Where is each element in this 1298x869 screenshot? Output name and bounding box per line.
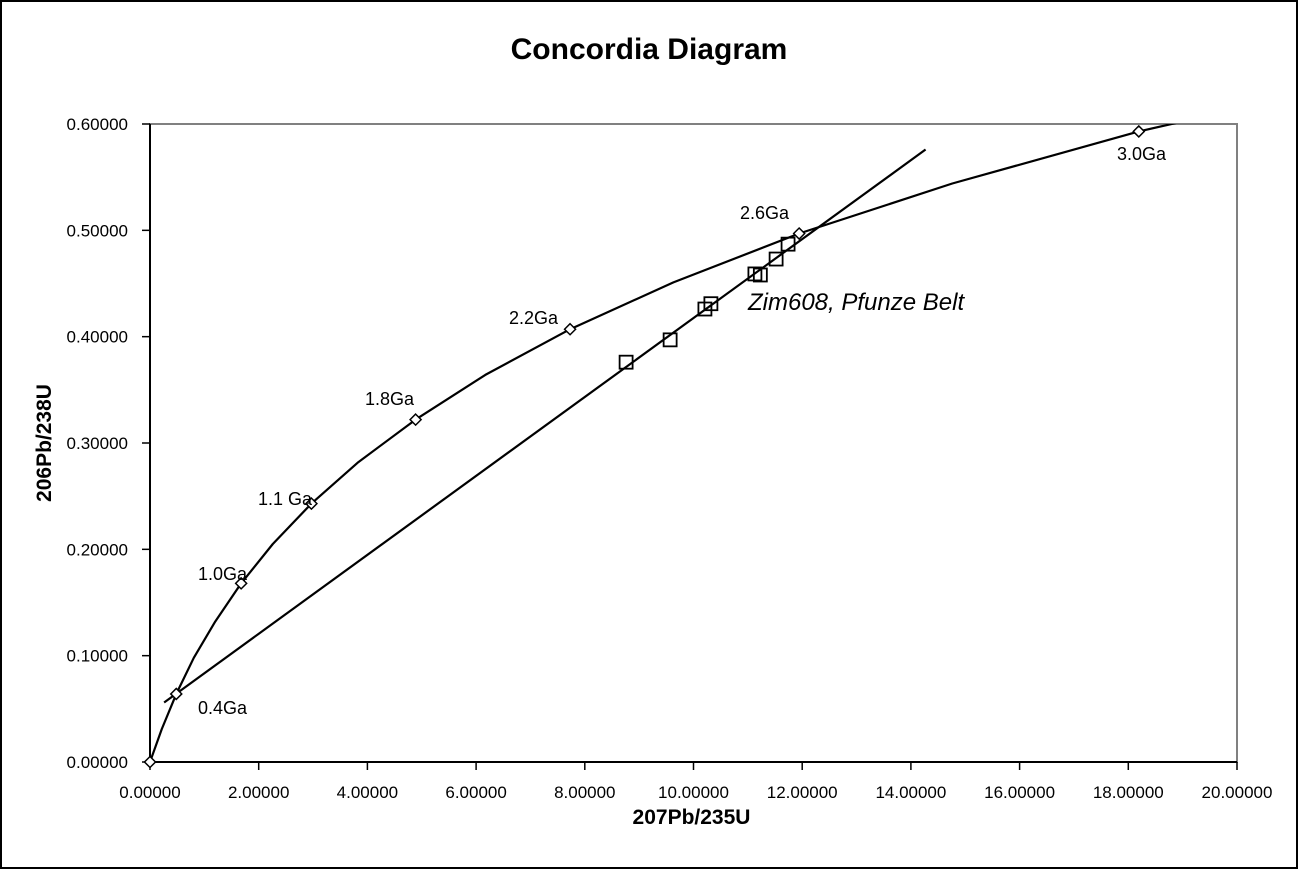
concordia-marker-diamond: [409, 413, 423, 427]
sample-point-square: [703, 296, 719, 312]
sample-point-square: [662, 332, 678, 348]
concordia-marker-diamond: [792, 226, 806, 241]
x-tick-label: 20.00000: [1202, 783, 1273, 802]
y-axis-title: 206Pb/238U: [33, 384, 56, 502]
y-tick-label: 0.40000: [67, 328, 128, 347]
x-tick-label: 18.00000: [1093, 783, 1164, 802]
age-label: 3.0Ga: [1117, 144, 1167, 164]
concordia-marker-diamond: [234, 576, 248, 590]
concordia-marker-diamond: [143, 755, 157, 769]
y-tick-label: 0.10000: [67, 647, 128, 666]
y-tick-label: 0.00000: [67, 753, 128, 772]
concordia-marker-diamond: [1132, 124, 1146, 139]
age-label: 1.8Ga: [365, 389, 415, 409]
sample-point-square: [780, 236, 796, 252]
x-tick-label: 12.00000: [767, 783, 838, 802]
x-tick-label: 16.00000: [984, 783, 1055, 802]
x-tick-label: 4.00000: [337, 783, 398, 802]
chart-title: Concordia Diagram: [510, 33, 788, 66]
y-tick-label: 0.60000: [67, 115, 128, 134]
x-tick-label: 8.00000: [554, 783, 615, 802]
sample-point-square: [618, 354, 634, 370]
age-label: 2.2Ga: [509, 308, 559, 328]
age-label: 2.6Ga: [740, 203, 790, 223]
y-tick-label: 0.30000: [67, 434, 128, 453]
age-label: 0.4Ga: [198, 698, 248, 718]
y-tick-label: 0.20000: [67, 540, 128, 559]
y-tick-label: 0.50000: [67, 221, 128, 240]
plot-area-border: [149, 123, 1238, 763]
x-tick-label: 6.00000: [445, 783, 506, 802]
concordia-marker-diamond: [304, 497, 318, 511]
concordia-marker-diamond: [563, 322, 577, 336]
sample-annotation: Zim608, Pfunze Belt: [748, 289, 965, 316]
concordia-curve: [150, 124, 1177, 762]
sample-point-square: [747, 266, 763, 282]
sample-point-square: [768, 251, 784, 267]
sample-point-square: [752, 267, 768, 283]
x-tick-label: 10.00000: [658, 783, 729, 802]
discordia-line: [163, 148, 927, 704]
concordia-marker-diamond: [169, 687, 183, 701]
x-axis-title: 207Pb/235U: [632, 806, 751, 829]
age-label: 1.0Ga: [198, 564, 248, 584]
x-tick-label: 2.00000: [228, 783, 289, 802]
x-tick-label: 14.00000: [875, 783, 946, 802]
age-label: 1.1 Ga: [258, 489, 313, 509]
x-tick-label: 0.00000: [119, 783, 180, 802]
